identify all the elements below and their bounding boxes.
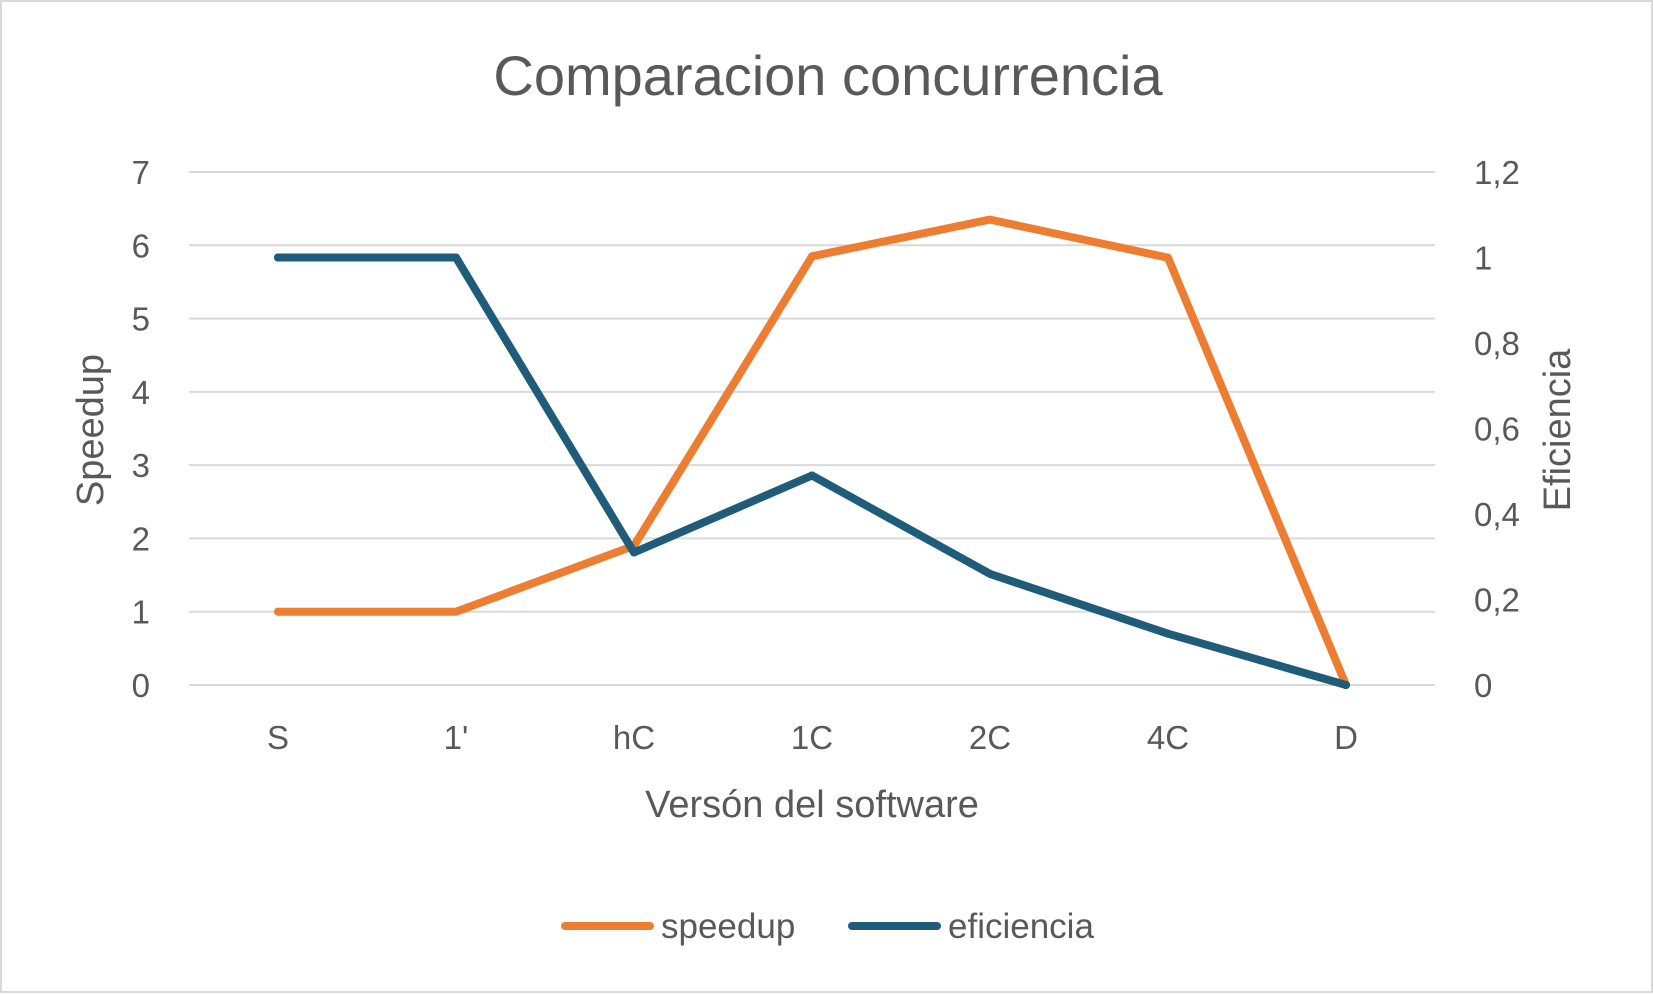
data-point-eficiencia — [274, 253, 282, 262]
data-point-eficiencia — [986, 569, 994, 578]
x-tick-label: hC — [613, 719, 655, 756]
x-tick-label: 1C — [791, 719, 833, 756]
y2-axis-title: Eficiencia — [1537, 348, 1579, 511]
y-tick-label: 7 — [132, 154, 150, 191]
x-axis-title: Versón del software — [645, 784, 979, 826]
y2-tick-label: 0,4 — [1474, 496, 1520, 533]
series-lines — [274, 215, 1350, 689]
chart-title: Comparacion concurrencia — [493, 44, 1163, 107]
x-tick-label: 1' — [444, 719, 469, 756]
y-tick-label: 3 — [132, 447, 150, 484]
data-point-speedup — [986, 215, 994, 224]
data-point-speedup — [808, 252, 816, 261]
data-point-speedup — [452, 607, 460, 616]
y2-axis-ticks: 0 0,2 0,4 0,6 0,8 1 1,2 — [1474, 154, 1520, 704]
legend: speedup eficiencia — [561, 907, 1094, 946]
y-tick-label: 1 — [132, 594, 150, 631]
y-axis-ticks: 0 1 2 3 4 5 6 7 — [132, 154, 150, 704]
data-point-eficiencia — [1164, 629, 1172, 638]
x-tick-label: S — [267, 719, 289, 756]
legend-label-speedup: speedup — [661, 907, 795, 946]
data-point-eficiencia — [808, 471, 816, 480]
y2-tick-label: 0,6 — [1474, 411, 1520, 448]
data-point-eficiencia — [1342, 681, 1350, 689]
legend-label-eficiencia: eficiencia — [948, 907, 1094, 946]
x-tick-label: 2C — [969, 719, 1011, 756]
y2-tick-label: 0 — [1474, 667, 1492, 704]
x-tick-label: D — [1334, 719, 1358, 756]
y-tick-label: 4 — [132, 374, 150, 411]
data-point-eficiencia — [452, 253, 460, 262]
y2-tick-label: 0,8 — [1474, 325, 1520, 362]
series-line-eficiencia — [274, 253, 1350, 689]
y2-tick-label: 1,2 — [1474, 154, 1520, 191]
y-tick-label: 2 — [132, 520, 150, 557]
data-point-speedup — [274, 607, 282, 616]
y2-tick-label: 0,2 — [1474, 582, 1520, 619]
x-axis-ticks: S 1' hC 1C 2C 4C D — [267, 719, 1358, 756]
y2-tick-label: 1 — [1474, 240, 1492, 277]
y-tick-label: 0 — [132, 667, 150, 704]
series-line-speedup — [274, 215, 1350, 689]
y-axis-title: Speedup — [70, 354, 112, 506]
data-point-speedup — [1164, 253, 1172, 262]
data-point-eficiencia — [630, 548, 638, 557]
y-tick-label: 5 — [132, 301, 150, 338]
y-tick-label: 6 — [132, 227, 150, 264]
x-tick-label: 4C — [1147, 719, 1189, 756]
